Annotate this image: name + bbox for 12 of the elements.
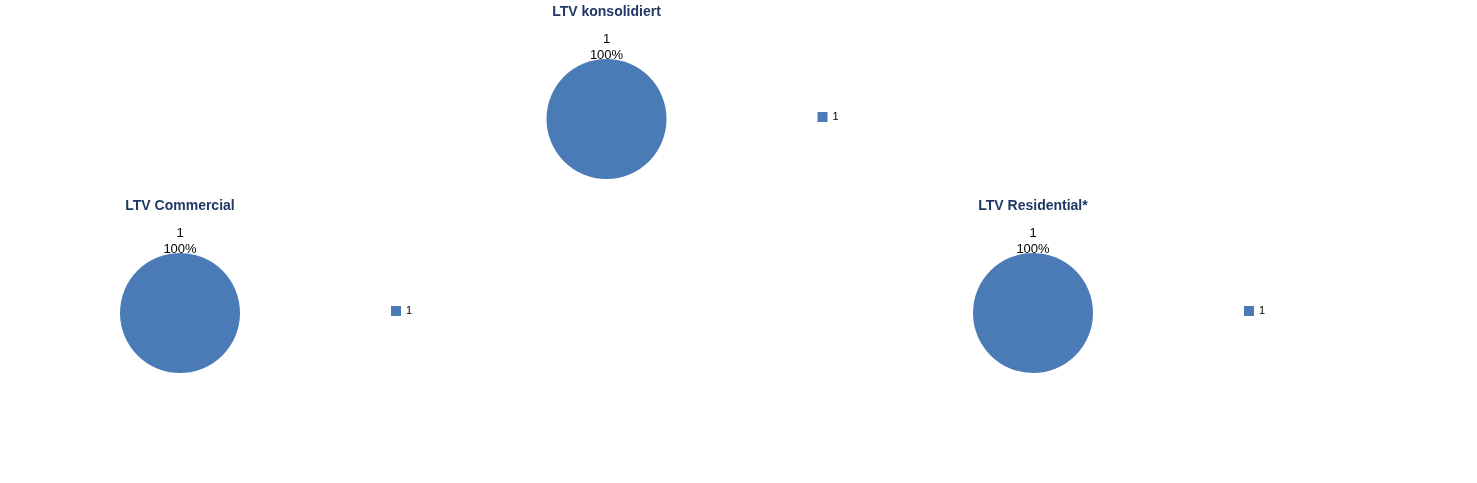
chart-title: LTV konsolidiert — [552, 3, 662, 19]
data-label: 100% — [589, 47, 624, 62]
legend-label: 1 — [832, 110, 839, 122]
slice-label: 1 — [176, 225, 184, 240]
chart-title: LTV Commercial — [125, 197, 235, 213]
data-label: 100% — [1016, 241, 1051, 256]
slice-label: 1 — [1029, 225, 1037, 240]
legend-label: 1 — [406, 304, 413, 316]
legend-label: 1 — [1259, 304, 1266, 316]
slice-label: 1 — [602, 31, 611, 46]
chart-title: LTV Residential* — [978, 197, 1089, 213]
data-label: 100% — [163, 241, 198, 256]
